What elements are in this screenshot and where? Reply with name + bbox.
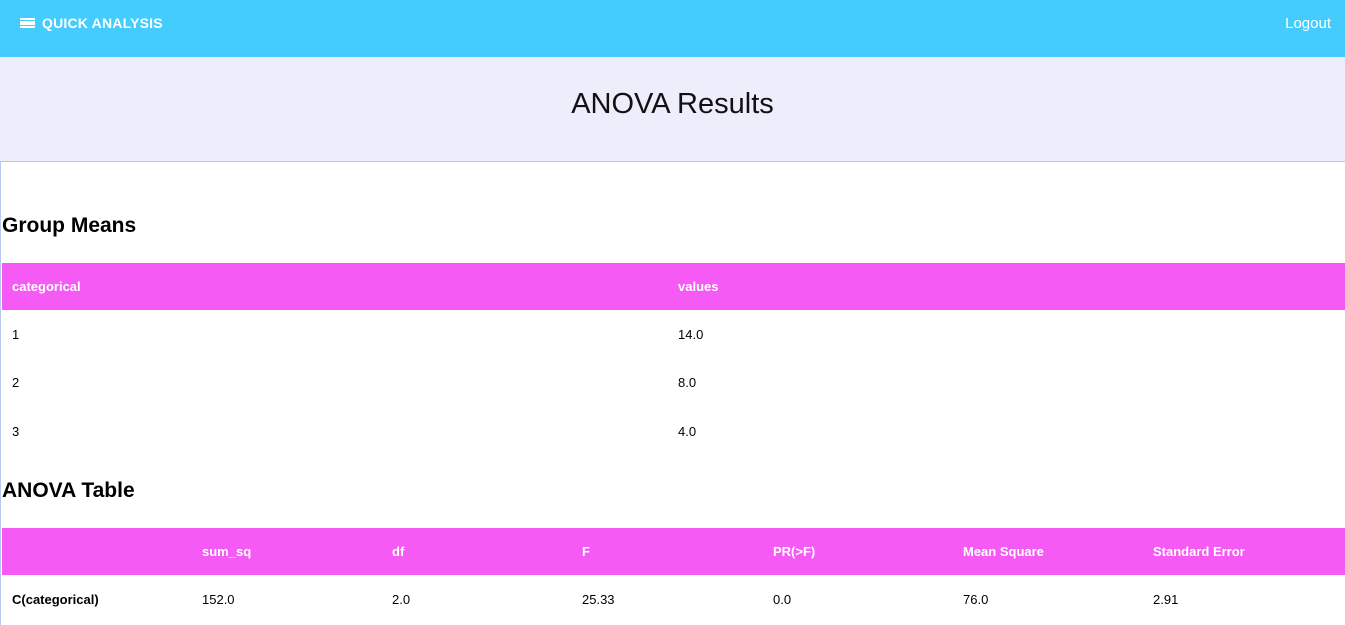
group-means-table: categorical values 1 14.0 2 8.0 3 4.0 bbox=[2, 263, 1345, 456]
table-cell: 8.0 bbox=[678, 375, 697, 391]
brand-menu[interactable]: QUICK ANALYSIS bbox=[20, 14, 163, 32]
table-cell: 2.91 bbox=[1153, 591, 1179, 607]
table-cell: 1 bbox=[12, 326, 20, 342]
brand-title[interactable]: QUICK ANALYSIS bbox=[42, 15, 163, 31]
column-header: Standard Error bbox=[1153, 544, 1245, 559]
top-navbar: QUICK ANALYSIS Logout bbox=[0, 0, 1345, 57]
table-row: 2 8.0 bbox=[2, 359, 1345, 408]
table-row: 1 14.0 bbox=[2, 310, 1345, 359]
page-header: ANOVA Results bbox=[0, 57, 1345, 162]
hamburger-menu-icon[interactable] bbox=[20, 18, 35, 28]
table-row: C(categorical) 152.0 2.0 25.33 0.0 76.0 … bbox=[2, 575, 1345, 624]
group-means-title: Group Means bbox=[2, 214, 137, 237]
table-cell: 76.0 bbox=[963, 591, 989, 607]
column-header: values bbox=[678, 279, 719, 294]
main-content: Group Means categorical values 1 14.0 2 … bbox=[0, 162, 1345, 625]
table-cell: 25.33 bbox=[582, 591, 615, 607]
table-row: 3 4.0 bbox=[2, 407, 1345, 456]
column-header: F bbox=[582, 544, 590, 559]
table-cell: 2.0 bbox=[392, 591, 411, 607]
logout-link[interactable]: Logout bbox=[1285, 15, 1331, 32]
table-cell: 0.0 bbox=[773, 591, 792, 607]
page-title: ANOVA Results bbox=[571, 88, 774, 120]
anova-table-title: ANOVA Table bbox=[2, 479, 135, 502]
table-header-row: categorical values bbox=[2, 263, 1345, 310]
table-header-row: sum_sq df F PR(>F) Mean Square Standard … bbox=[2, 528, 1345, 575]
table-cell: 3 bbox=[12, 423, 20, 439]
column-header: Mean Square bbox=[963, 544, 1044, 559]
column-header: df bbox=[392, 544, 405, 559]
column-header: sum_sq bbox=[202, 544, 252, 559]
table-cell: 2 bbox=[12, 375, 20, 391]
column-header: PR(>F) bbox=[773, 544, 816, 559]
row-label: C(categorical) bbox=[12, 591, 99, 607]
anova-table: sum_sq df F PR(>F) Mean Square Standard … bbox=[2, 528, 1345, 624]
table-cell: 152.0 bbox=[202, 591, 235, 607]
table-cell: 14.0 bbox=[678, 326, 704, 342]
column-header: categorical bbox=[12, 279, 81, 294]
table-cell: 4.0 bbox=[678, 423, 697, 439]
